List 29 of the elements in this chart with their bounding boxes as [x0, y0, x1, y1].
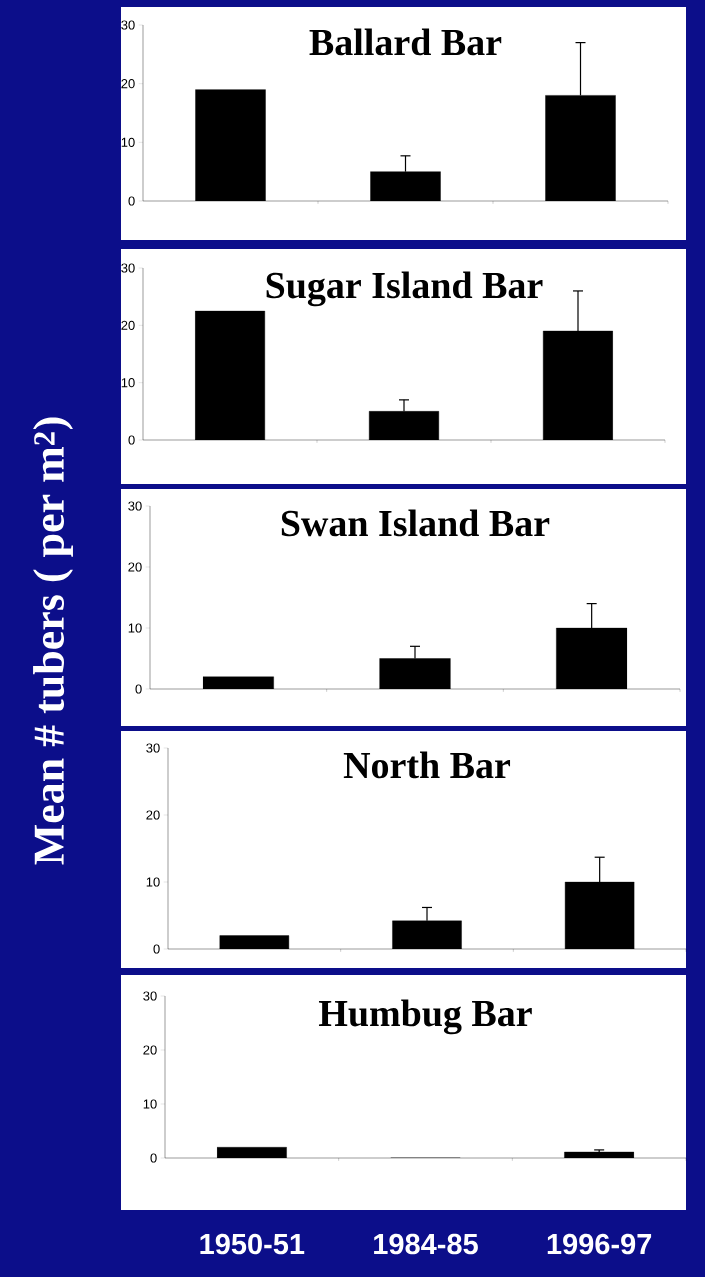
- x-tick-label: 1996-97: [547, 1233, 652, 1255]
- y-tick-label: 20: [121, 79, 135, 89]
- y-tick-label: 30: [121, 263, 135, 273]
- y-tick-label: 10: [128, 623, 142, 633]
- y-tick-label: 10: [146, 877, 160, 887]
- chart-title: Swan Island Bar: [281, 509, 550, 537]
- y-tick-label: 30: [128, 501, 142, 511]
- chart-title: North Bar: [343, 751, 511, 779]
- y-tick-label: 30: [146, 743, 160, 753]
- chart-title: Sugar Island Bar: [266, 271, 543, 307]
- chart-title: Humbug Bar: [318, 999, 532, 1035]
- x-tick-label: 1950-51: [200, 1233, 305, 1255]
- y-tick-label: 10: [143, 1099, 157, 1109]
- x-tick-label: 1984-85: [374, 1233, 478, 1255]
- y-tick-label: 0: [150, 1153, 157, 1163]
- y-tick-label: 20: [128, 562, 142, 572]
- y-tick-label: 30: [121, 20, 135, 30]
- y-tick-label: 20: [146, 810, 160, 820]
- y-tick-label: 0: [135, 684, 142, 694]
- chart-title: Ballard Bar: [309, 28, 502, 56]
- y-axis-title: Mean # tubers ( per m$^{2}$): [33, 417, 73, 865]
- y-tick-label: 10: [121, 378, 135, 388]
- y-tick-label: 10: [121, 137, 135, 147]
- y-tick-label: 20: [143, 1045, 157, 1055]
- y-tick-label: 0: [128, 435, 135, 445]
- y-tick-label: 0: [128, 196, 135, 206]
- y-tick-label: 20: [121, 320, 135, 330]
- y-tick-label: 30: [143, 991, 157, 1001]
- y-tick-label: 0: [153, 944, 160, 954]
